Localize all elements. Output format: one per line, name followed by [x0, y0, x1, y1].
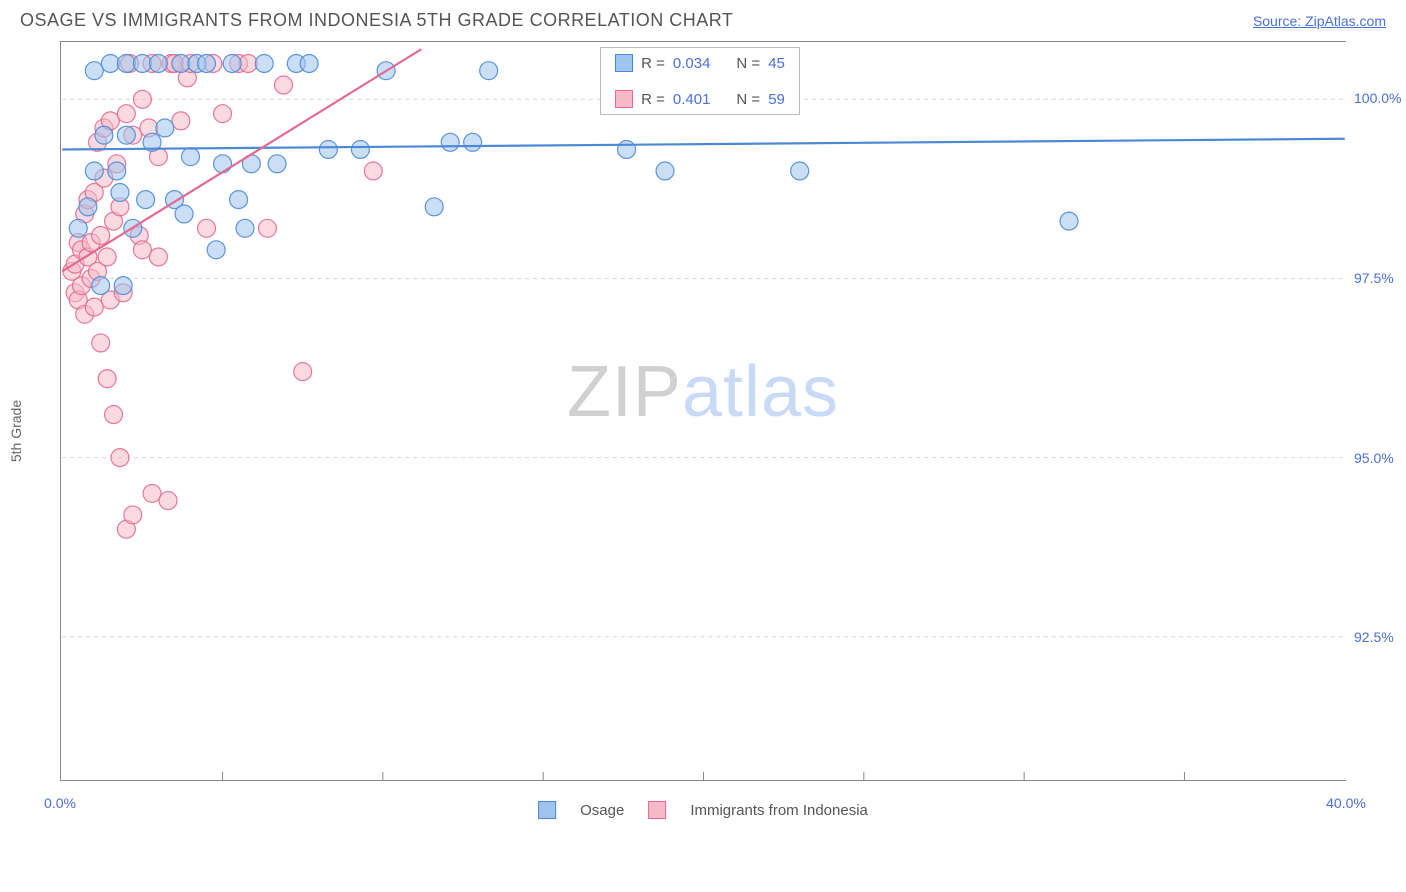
indonesia-series-label: Immigrants from Indonesia	[690, 802, 868, 819]
scatter-plot	[60, 41, 1346, 781]
x-tick-label: 40.0%	[1326, 795, 1366, 811]
indonesia-r-value: 0.401	[673, 91, 711, 108]
osage-swatch-icon	[538, 801, 556, 819]
indonesia-n-value: 59	[768, 91, 785, 108]
stats-legend-row-indonesia: R = 0.401 N = 59	[615, 90, 785, 108]
y-tick-label: 100.0%	[1354, 90, 1401, 106]
y-tick-label: 92.5%	[1354, 629, 1394, 645]
indonesia-swatch-icon	[615, 90, 633, 108]
n-label: N =	[736, 55, 760, 72]
stats-legend: R = 0.034 N = 45 R = 0.401 N = 59	[600, 47, 800, 115]
chart-container: 5th Grade 92.5%95.0%97.5%100.0% 0.0%40.0…	[20, 41, 1386, 821]
x-tick-label: 0.0%	[44, 795, 76, 811]
osage-r-value: 0.034	[673, 55, 711, 72]
chart-title: OSAGE VS IMMIGRANTS FROM INDONESIA 5TH G…	[20, 10, 733, 31]
r-label: R =	[641, 55, 665, 72]
y-tick-label: 97.5%	[1354, 270, 1394, 286]
osage-n-value: 45	[768, 55, 785, 72]
stats-legend-row-osage: R = 0.034 N = 45	[615, 54, 785, 72]
r-label: R =	[641, 91, 665, 108]
osage-swatch-icon	[615, 54, 633, 72]
source-link[interactable]: Source: ZipAtlas.com	[1253, 13, 1386, 29]
y-tick-label: 95.0%	[1354, 450, 1394, 466]
series-legend: Osage Immigrants from Indonesia	[538, 801, 868, 819]
osage-series-label: Osage	[580, 802, 624, 819]
y-axis-label: 5th Grade	[8, 400, 24, 462]
n-label: N =	[736, 91, 760, 108]
indonesia-swatch-icon	[648, 801, 666, 819]
